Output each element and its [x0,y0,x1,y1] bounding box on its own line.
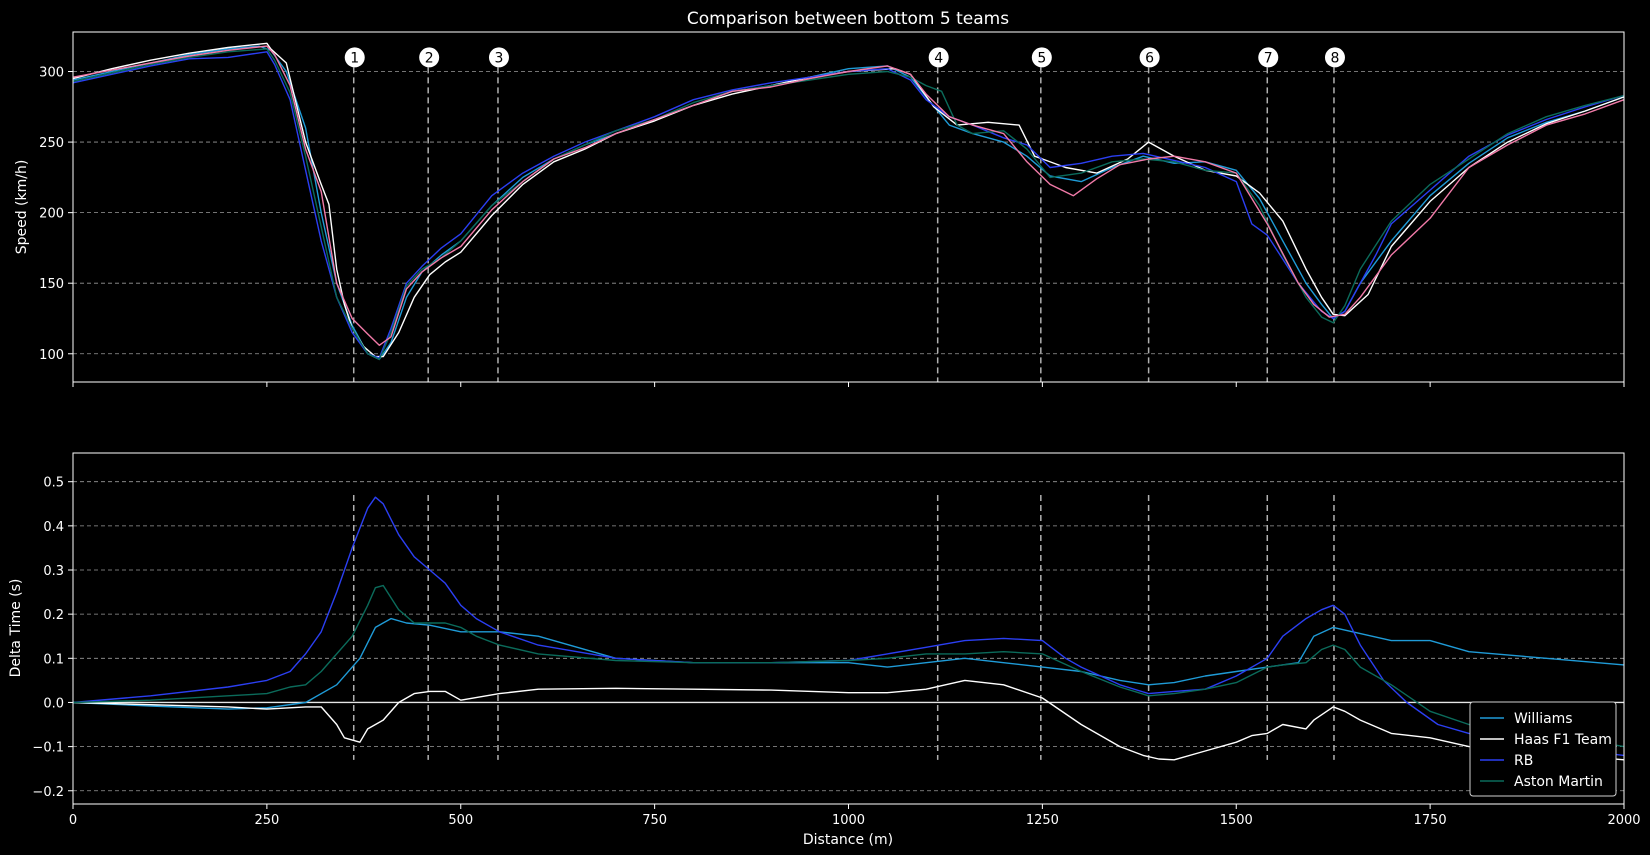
delta-x-tick-label: 2000 [1607,813,1640,828]
corner-badge-2 [419,47,440,68]
delta-y-tick-label: −0.1 [32,741,64,756]
delta-series-lines [72,496,1625,761]
delta-y-tick-label: −0.2 [32,785,64,800]
delta-series-line-aston-martin [72,584,1625,748]
legend-label-aston-martin: Aston Martin [1514,774,1603,790]
speed-y-ticks: 100 150 200 250 300 [39,66,73,363]
speed-y-tick-label: 100 [39,348,64,363]
delta-x-tick-label: 1250 [1026,813,1059,828]
corner-badge-7 [1258,47,1279,68]
delta-y-tick-label: 0.4 [43,520,64,535]
speed-series-line-5 [72,45,1625,346]
corner-badge-6 [1139,47,1160,68]
delta-x-tick-label: 1750 [1414,813,1447,828]
legend-label-williams: Williams [1514,711,1573,727]
speed-series-line-1 [72,45,1625,361]
delta-x-tick-label: 1000 [832,813,865,828]
delta-x-tick-label: 0 [69,813,77,828]
legend-label-rb: RB [1514,753,1533,769]
speed-x-ticks [72,382,1625,387]
speed-y-tick-label: 250 [39,136,64,151]
corner-badge-label-6: 6 [1145,50,1154,66]
corner-badge-1 [344,47,365,68]
delta-x-tick-label: 1500 [1220,813,1253,828]
speed-y-tick-label: 150 [39,277,64,292]
delta-y-tick-label: 0.0 [43,696,64,711]
corner-badge-5 [1031,47,1052,68]
delta-x-axis-label: Distance (m) [803,832,893,848]
delta-x-tick-label: 500 [448,813,473,828]
delta-y-ticks: −0.2 −0.1 0.0 0.1 0.2 0.3 0.4 0.5 [32,476,73,800]
corner-badge-label-8: 8 [1331,50,1340,66]
speed-series-line-2 [72,42,1625,358]
legend: Williams Haas F1 Team RB Aston Martin [1469,701,1617,797]
speed-y-axis-label: Speed (km/h) [14,160,30,255]
corner-badge-label-7: 7 [1264,50,1273,66]
corner-badge-label-4: 4 [934,50,943,66]
delta-y-tick-label: 0.2 [43,608,64,623]
corner-badge-4 [928,47,949,68]
delta-y-tick-label: 0.1 [43,652,64,667]
delta-series-line-haas-f1-team [72,679,1625,761]
corner-badge-label-1: 1 [350,50,359,66]
corner-badge-8 [1324,47,1345,68]
corner-badge-3 [488,47,509,68]
delta-x-tick-label: 750 [642,813,667,828]
legend-label-haas-f1-team: Haas F1 Team [1514,732,1612,748]
corner-badges: 1 2 3 4 5 6 7 8 [344,47,1345,68]
corner-badge-label-5: 5 [1037,50,1046,66]
speed-series-line-4 [72,48,1625,361]
delta-series-line-williams [72,617,1625,710]
delta-y-tick-label: 0.5 [43,476,64,491]
delta-y-tick-label: 0.3 [43,564,64,579]
delta-y-axis-label: Delta Time (s) [8,579,24,678]
corner-badge-label-2: 2 [425,50,434,66]
corner-badge-label-3: 3 [495,50,504,66]
chart-title: Comparison between bottom 5 teams [687,9,1009,29]
speed-series-lines [72,42,1625,361]
delta-series-line-rb [72,496,1625,757]
legend-box [1469,701,1617,797]
speed-y-tick-label: 300 [39,66,64,81]
delta-x-ticks: 0 250 500 750 1000 1250 1500 1750 2000 [69,804,1641,828]
delta-grid [73,481,1624,792]
delta-x-tick-label: 250 [254,813,279,828]
speed-y-tick-label: 200 [39,207,64,222]
